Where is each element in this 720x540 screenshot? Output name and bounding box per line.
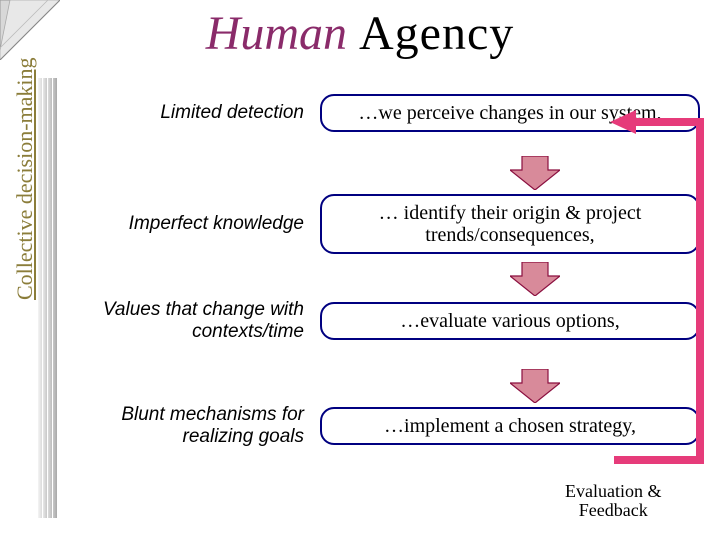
title-part1: Human (206, 7, 347, 60)
row-2-left-label: Imperfect knowledge (80, 213, 320, 235)
feedback-label: Evaluation &Feedback (565, 482, 661, 520)
row-3-left-label: Values that change with contexts/time (80, 299, 320, 343)
sidebar-vertical-label: Collective decision-making (12, 57, 38, 300)
row-4-right-box: …implement a chosen strategy, (320, 407, 700, 445)
row-3-right-box: …evaluate various options, (320, 302, 700, 340)
row-2: Imperfect knowledge … identify their ori… (80, 194, 710, 254)
row-1-right-box: …we perceive changes in our system, (320, 94, 700, 132)
title-part2: Agency (359, 7, 514, 60)
row-4: Blunt mechanisms for realizing goals …im… (80, 404, 710, 448)
page-fold-corner (0, 0, 60, 60)
down-arrow-2 (510, 262, 560, 296)
content-area: Limited detection …we perceive changes i… (80, 84, 710, 530)
slide-title: Human Agency (0, 6, 720, 61)
row-4-left-label: Blunt mechanisms for realizing goals (80, 404, 320, 448)
row-1-left-label: Limited detection (80, 102, 320, 124)
row-3: Values that change with contexts/time …e… (80, 299, 710, 343)
down-arrow-1 (510, 156, 560, 190)
left-column-decoration (38, 78, 60, 518)
row-1: Limited detection …we perceive changes i… (80, 94, 710, 132)
down-arrow-3 (510, 369, 560, 403)
row-2-right-box: … identify their origin & project trends… (320, 194, 700, 254)
